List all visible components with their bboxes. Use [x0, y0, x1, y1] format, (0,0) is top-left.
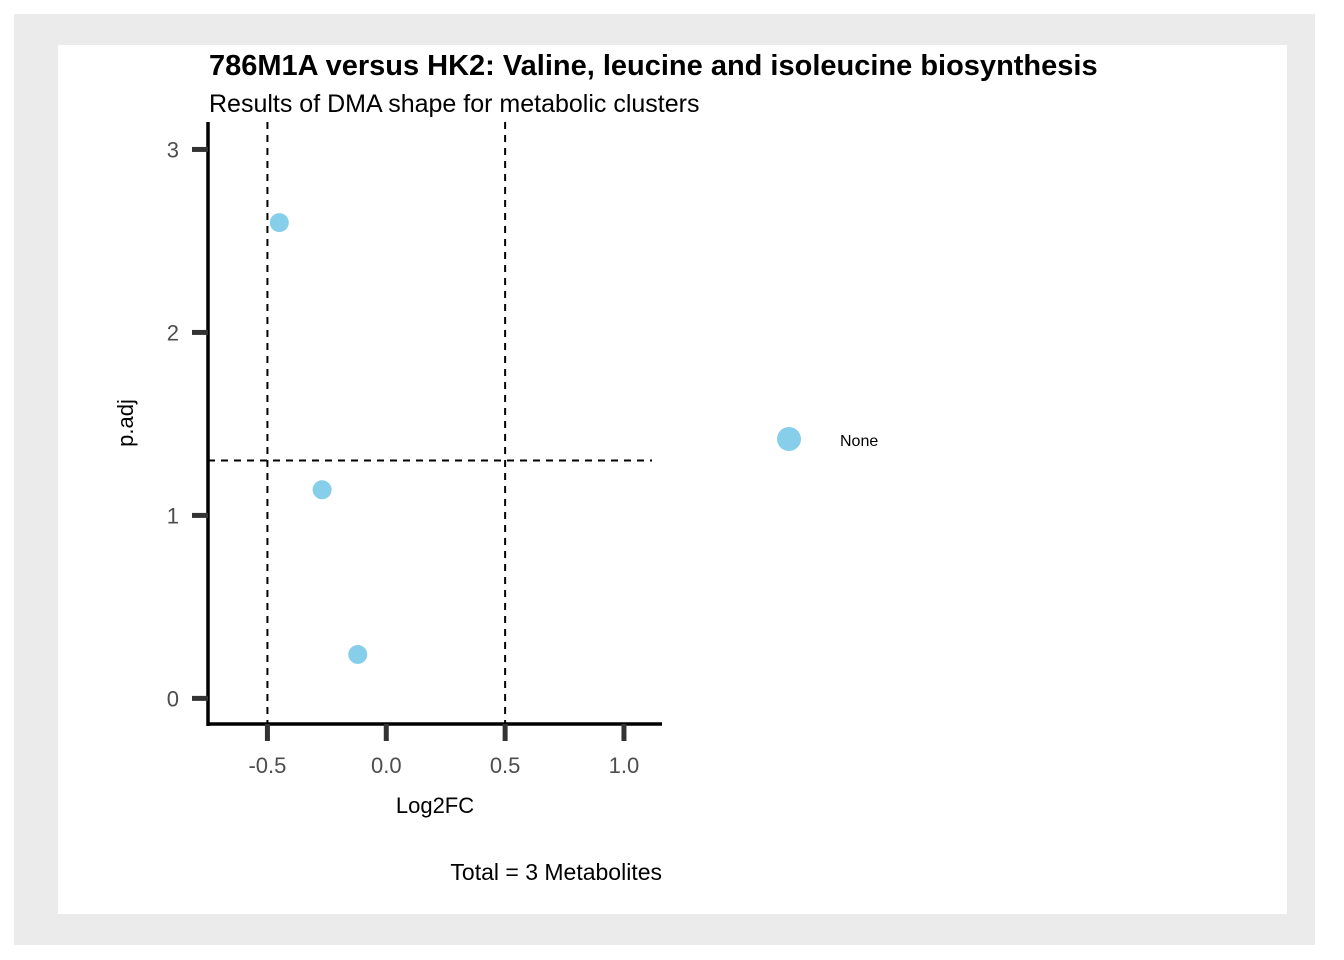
x-axis-title: Log2FC [396, 793, 474, 818]
y-tick-label-3: 3 [167, 137, 179, 162]
caption: Total = 3 Metabolites [450, 859, 662, 885]
y-tick-label-2: 2 [167, 320, 179, 345]
x-tick-label-3: 1.0 [609, 753, 640, 778]
reference-lines [208, 122, 652, 724]
y-axis-title: p.adj [113, 399, 138, 447]
x-tick-label-0: -0.5 [248, 753, 286, 778]
legend-key-none [777, 427, 801, 451]
y-tick-label-1: 1 [167, 503, 179, 528]
data-point-0-1 [312, 480, 332, 500]
chart-subtitle: Results of DMA shape for metabolic clust… [209, 90, 699, 118]
data-points [269, 213, 368, 664]
legend-label-none: None [840, 433, 878, 450]
data-point-0-0 [269, 213, 289, 233]
x-tick-label-1: 0.0 [371, 753, 402, 778]
y-tick-label-0: 0 [167, 686, 179, 711]
data-point-0-2 [348, 644, 368, 664]
chart-title: 786M1A versus HK2: Valine, leucine and i… [209, 50, 1098, 82]
y-axis-ticks: 0 1 2 3 [167, 137, 208, 711]
legend: None [777, 427, 878, 451]
chart-panel [58, 45, 1287, 914]
x-axis-ticks: -0.5 0.0 0.5 1.0 [248, 724, 639, 778]
x-tick-label-2: 0.5 [490, 753, 521, 778]
